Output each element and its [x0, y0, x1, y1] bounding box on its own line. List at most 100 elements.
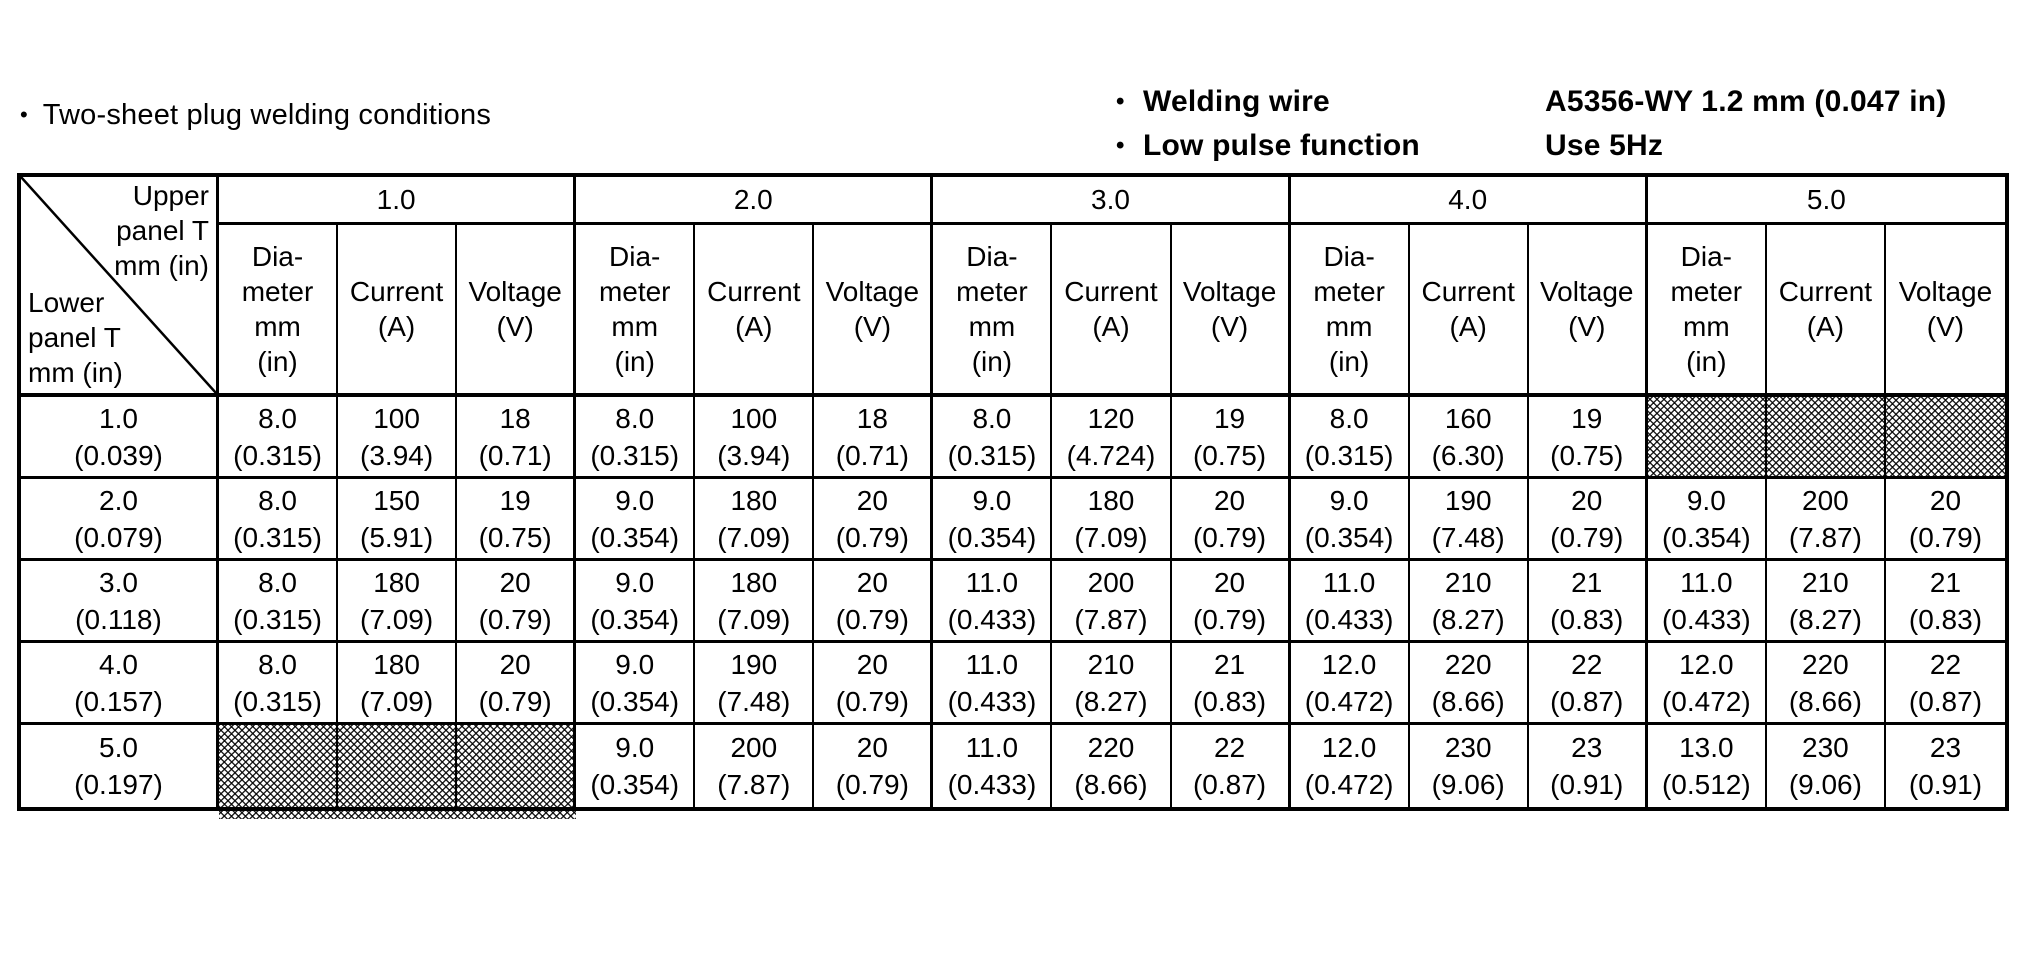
- data-cell: 11.0 (0.433): [933, 725, 1053, 807]
- upper-panel-col-header: 2.0: [576, 177, 934, 225]
- hatch-overflow: [219, 811, 577, 819]
- text-line: (0.79): [835, 521, 909, 553]
- text-line: 9.0: [615, 732, 655, 763]
- text-line: Current: [349, 276, 444, 307]
- text-line: 18: [499, 402, 531, 434]
- text-line: (0.79): [1192, 603, 1267, 635]
- text-line: 150: [373, 484, 420, 516]
- data-cell: 21 (0.83): [1171, 643, 1291, 725]
- lower-panel-row-label: 2.0 (0.079): [21, 479, 219, 561]
- text-line: 180: [373, 648, 420, 680]
- text-line: (0.354): [1661, 521, 1751, 553]
- text-line: 8.0: [972, 402, 1012, 434]
- data-cell: 20 (0.79): [457, 643, 577, 725]
- data-cell: 9.0 (0.354): [933, 479, 1053, 561]
- text-line: Voltage: [1540, 276, 1634, 307]
- text-line: (0.79): [478, 685, 552, 717]
- data-cell: 160 (6.30): [1409, 397, 1529, 479]
- text-line: 190: [1444, 484, 1492, 516]
- text-line: (0.71): [835, 439, 909, 471]
- annotation-label: Low pulse function: [1143, 129, 1420, 162]
- data-cell: 100 (3.94): [338, 397, 458, 479]
- text-line: (0.75): [1192, 439, 1267, 471]
- text-line: Dia-: [251, 241, 304, 272]
- text-line: (0.079): [74, 521, 163, 553]
- data-cell: 8.0 (0.315): [219, 397, 339, 479]
- text-line: 210: [1087, 648, 1135, 680]
- text-line: 190: [730, 648, 778, 680]
- text-line: Dia-: [966, 241, 1018, 272]
- data-cell: 23 (0.91): [1886, 725, 2005, 807]
- text-line: (8.66): [1074, 769, 1148, 800]
- text-line: (0.433): [947, 769, 1037, 800]
- data-cell: 180 (7.09): [338, 561, 458, 643]
- text-line: (0.354): [590, 685, 680, 717]
- text-line: (A): [1449, 311, 1487, 342]
- subcolumn-header: Dia-meter mm (in): [933, 225, 1053, 397]
- text-line: (V): [1210, 311, 1249, 342]
- text-line: 21: [1929, 566, 1962, 598]
- text-line: (A): [377, 311, 416, 342]
- text-line: 23: [1571, 732, 1603, 763]
- data-cell: 220 (8.66): [1766, 643, 1886, 725]
- data-cell: 180 (7.09): [695, 479, 815, 561]
- text-line: 9.0: [972, 484, 1012, 516]
- data-cell: 180 (7.09): [695, 561, 815, 643]
- text-line: (0.79): [835, 769, 909, 800]
- page-title: • Two-sheet plug welding conditions: [20, 99, 491, 131]
- text-line: 20: [499, 648, 531, 680]
- data-cell: 210 (8.27): [1052, 643, 1172, 725]
- text-line: (0.354): [947, 521, 1037, 553]
- subcolumn-header: Dia-meter mm (in): [576, 225, 696, 397]
- text-line: 4.0: [1448, 183, 1488, 215]
- data-cell: 19 (0.75): [1171, 397, 1291, 479]
- text-line: 180: [730, 566, 778, 598]
- data-cell: 20 (0.79): [814, 479, 934, 561]
- text-line: mm: [1683, 311, 1730, 342]
- data-cell: 190 (7.48): [1409, 479, 1529, 561]
- text-line: (8.27): [1074, 685, 1148, 717]
- text-line: Current: [1421, 276, 1515, 307]
- text-line: 8.0: [258, 484, 297, 516]
- text-line: 9.0: [1686, 484, 1726, 516]
- data-cell: 9.0 (0.354): [576, 561, 696, 643]
- text-line: 19: [1213, 402, 1246, 434]
- text-line: meter: [1670, 276, 1743, 307]
- text-line: (0.315): [1304, 439, 1394, 471]
- text-line: (V): [1926, 311, 1965, 342]
- lower-panel-row-label: 3.0 (0.118): [21, 561, 219, 643]
- data-cell: 230 (9.06): [1410, 725, 1529, 807]
- data-cell: 20 (0.79): [1885, 479, 2005, 561]
- text-line: (0.79): [1192, 521, 1267, 553]
- text-line: 120: [1087, 402, 1135, 434]
- text-line: (0.472): [1304, 769, 1394, 800]
- text-line: (0.79): [1908, 521, 1983, 553]
- page-title-text: Two-sheet plug welding conditions: [42, 99, 492, 131]
- data-cell: 8.0 (0.315): [219, 643, 339, 725]
- data-cell: 220 (8.66): [1409, 643, 1529, 725]
- text-line: (0.87): [1550, 685, 1624, 717]
- data-cell: 8.0 (0.315): [576, 397, 696, 479]
- text-line: 1.0: [99, 402, 138, 434]
- text-line: (4.724): [1066, 439, 1156, 471]
- text-line: 8.0: [615, 402, 655, 434]
- text-line: mm: [254, 311, 301, 342]
- text-line: (0.433): [947, 685, 1037, 717]
- no-data-cell: [219, 725, 339, 807]
- data-cell: 200 (7.87): [1052, 561, 1172, 643]
- data-cell: 9.0 (0.354): [576, 479, 696, 561]
- data-cell: 12.0 (0.472): [1291, 725, 1410, 807]
- data-cell: 20 (0.79): [814, 643, 934, 725]
- text-line: 9.0: [615, 566, 655, 598]
- text-line: (0.354): [590, 769, 680, 800]
- text-line: 8.0: [258, 648, 297, 680]
- data-cell: 220 (8.66): [1052, 725, 1172, 807]
- text-line: (0.315): [233, 685, 322, 717]
- text-line: (7.09): [717, 603, 791, 635]
- data-cell: 200 (7.87): [695, 725, 815, 807]
- text-line: Lower: [28, 287, 105, 318]
- subcolumn-header: Current (A): [695, 225, 815, 397]
- text-line: (0.118): [75, 603, 162, 635]
- diagonal-line: [21, 177, 216, 393]
- text-line: (0.87): [1192, 769, 1267, 800]
